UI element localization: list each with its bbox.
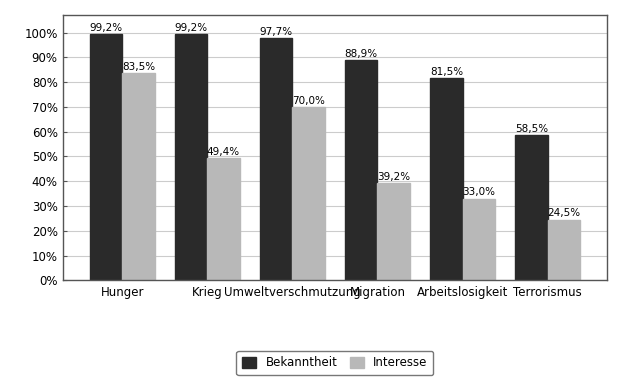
Text: 33,0%: 33,0% bbox=[462, 187, 495, 197]
Bar bbox=[345, 60, 377, 280]
Bar bbox=[292, 107, 325, 280]
Text: 58,5%: 58,5% bbox=[515, 124, 548, 134]
Text: 39,2%: 39,2% bbox=[377, 172, 410, 182]
Bar bbox=[260, 38, 292, 280]
Text: 88,9%: 88,9% bbox=[345, 49, 378, 59]
Text: 83,5%: 83,5% bbox=[122, 62, 155, 72]
Text: 49,4%: 49,4% bbox=[207, 147, 240, 157]
Text: 97,7%: 97,7% bbox=[260, 27, 293, 37]
Bar bbox=[175, 34, 207, 280]
Text: 24,5%: 24,5% bbox=[547, 208, 580, 218]
Text: 81,5%: 81,5% bbox=[430, 67, 463, 77]
Bar bbox=[463, 199, 495, 280]
Bar bbox=[548, 220, 580, 280]
Bar bbox=[122, 74, 155, 280]
Bar bbox=[430, 78, 463, 280]
Text: 99,2%: 99,2% bbox=[90, 23, 123, 33]
Bar bbox=[90, 34, 122, 280]
Legend: Bekanntheit, Interesse: Bekanntheit, Interesse bbox=[237, 351, 433, 375]
Text: 70,0%: 70,0% bbox=[292, 96, 325, 106]
Bar bbox=[377, 183, 410, 280]
Text: 99,2%: 99,2% bbox=[175, 23, 208, 33]
Bar bbox=[515, 135, 548, 280]
Bar bbox=[207, 158, 240, 280]
